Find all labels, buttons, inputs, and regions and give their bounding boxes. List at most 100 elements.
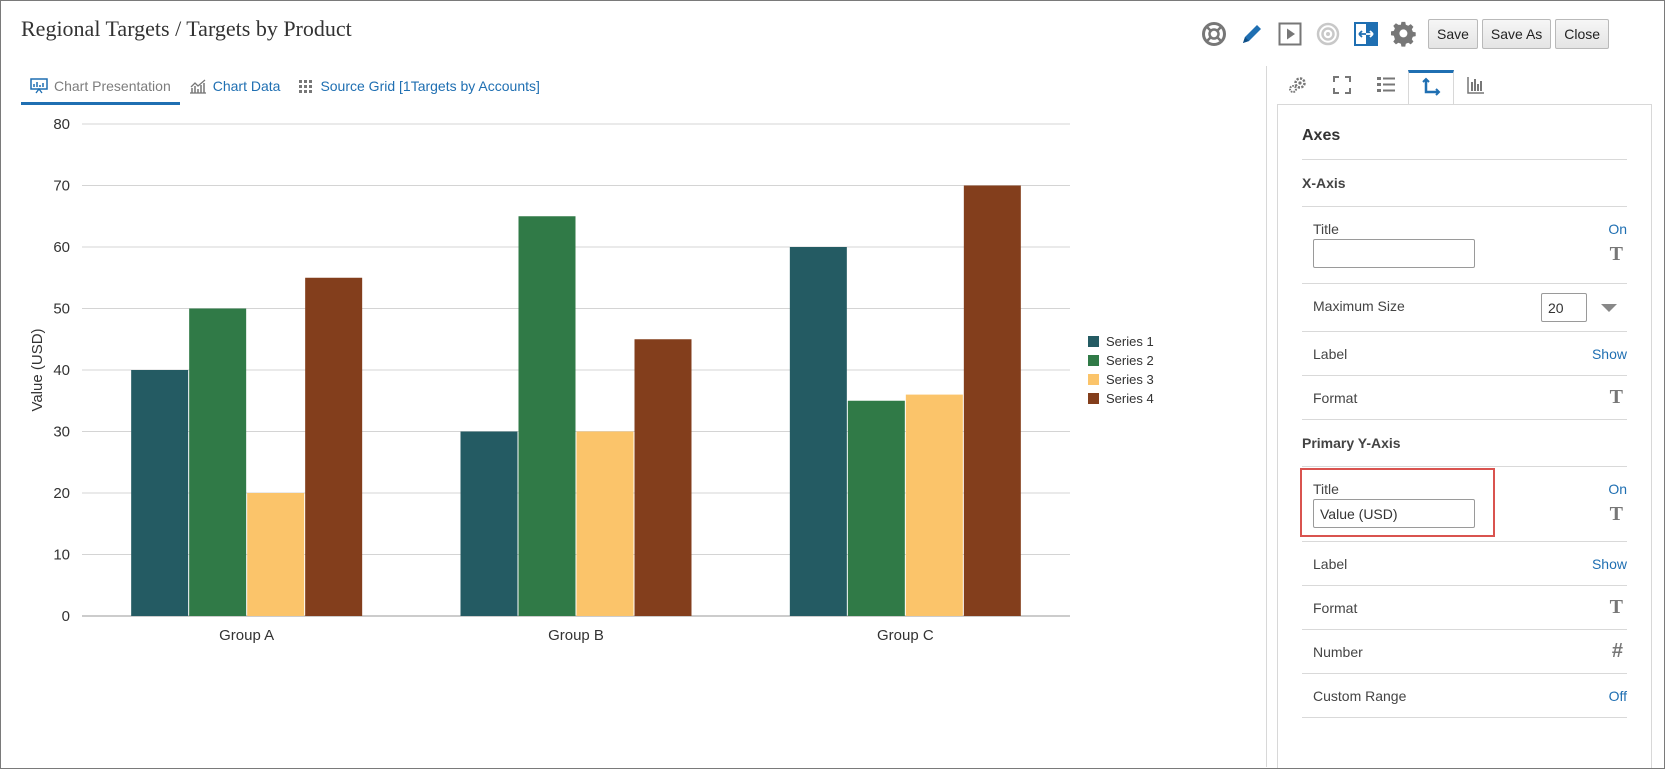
bar[interactable] bbox=[131, 370, 189, 616]
tab-list[interactable] bbox=[1364, 70, 1408, 104]
y-axis-title-label: Title bbox=[1313, 481, 1339, 497]
properties-tabs bbox=[1276, 70, 1498, 106]
gear-icon[interactable] bbox=[1386, 16, 1422, 52]
y-axis-label-label: Label bbox=[1313, 556, 1348, 572]
tab-bar-chart[interactable] bbox=[1454, 70, 1498, 104]
bar[interactable] bbox=[963, 185, 1021, 617]
bar[interactable] bbox=[634, 339, 692, 616]
properties-panel: Axes X-Axis Title On T Maximum Size Labe… bbox=[1277, 104, 1652, 768]
y-axis-number-label: Number bbox=[1313, 644, 1363, 660]
pencil-icon[interactable] bbox=[1234, 16, 1270, 52]
highlight-box bbox=[1300, 468, 1495, 537]
x-axis-title-row: Title On T bbox=[1302, 207, 1627, 284]
y-axis-title-toggle[interactable]: On bbox=[1608, 481, 1627, 497]
y-axis-title-text-format-icon[interactable]: T bbox=[1609, 503, 1623, 525]
y-tick-label: 30 bbox=[53, 424, 70, 441]
legend-label: Series 4 bbox=[1106, 391, 1154, 406]
x-axis-max-size-label: Maximum Size bbox=[1313, 298, 1405, 314]
x-axis-label-label: Label bbox=[1313, 346, 1348, 362]
play-icon[interactable] bbox=[1272, 16, 1308, 52]
x-axis-title-label: Title bbox=[1313, 221, 1339, 237]
save-as-button[interactable]: Save As bbox=[1481, 19, 1552, 49]
panel-divider bbox=[1266, 66, 1267, 767]
legend-swatch bbox=[1088, 374, 1099, 385]
tab-settings[interactable] bbox=[1276, 70, 1320, 104]
legend-label: Series 3 bbox=[1106, 372, 1154, 387]
fullscreen-icon bbox=[1333, 75, 1351, 99]
y-tick-label: 0 bbox=[62, 608, 70, 625]
grid-icon bbox=[298, 78, 314, 94]
tab-chart-data[interactable]: Chart Data bbox=[180, 70, 290, 102]
x-axis-max-size-row: Maximum Size bbox=[1302, 284, 1627, 332]
y-axis-format-row: Format T bbox=[1302, 586, 1627, 630]
y-axis-custom-range-toggle[interactable]: Off bbox=[1608, 688, 1627, 704]
y-tick-label: 70 bbox=[53, 178, 70, 195]
target-icon[interactable] bbox=[1310, 16, 1346, 52]
y-axis-number-row: Number # bbox=[1302, 630, 1627, 674]
save-button[interactable]: Save bbox=[1428, 19, 1478, 49]
x-axis-label-toggle[interactable]: Show bbox=[1591, 346, 1627, 362]
list-icon bbox=[1376, 76, 1396, 99]
y-axis-custom-range-label: Custom Range bbox=[1313, 688, 1407, 704]
bar[interactable] bbox=[905, 394, 963, 616]
tab-label: Chart Presentation bbox=[54, 78, 171, 94]
bar-chart: 0 10 20 30 40 50 60 70 80 Value (USD) Group A Group… bbox=[29, 116, 1154, 644]
y-axis-title: Value (USD) bbox=[29, 328, 46, 411]
y-tick-label: 20 bbox=[53, 485, 70, 502]
toolbar: Save Save As Close bbox=[1196, 16, 1610, 52]
tab-fullscreen[interactable] bbox=[1320, 70, 1364, 104]
hash-icon[interactable]: # bbox=[1611, 640, 1623, 662]
y-axis-title-row: Title On T bbox=[1300, 467, 1627, 542]
tab-label: Chart Data bbox=[212, 78, 281, 94]
y-tick-label: 10 bbox=[53, 547, 70, 564]
lifebuoy-icon[interactable] bbox=[1196, 16, 1232, 52]
x-tick-label: Group C bbox=[877, 627, 934, 644]
legend-label: Series 1 bbox=[1106, 334, 1154, 349]
bar[interactable] bbox=[247, 493, 305, 616]
x-axis-title-toggle[interactable]: On bbox=[1608, 221, 1627, 237]
x-axis-title-input[interactable] bbox=[1313, 239, 1475, 268]
tab-source-grid[interactable]: Source Grid [1Targets by Accounts] bbox=[289, 70, 548, 102]
settings-icon bbox=[1288, 76, 1308, 99]
bar[interactable] bbox=[305, 277, 363, 616]
y-axis-group-title: Primary Y-Axis bbox=[1302, 420, 1627, 467]
y-axis-format-text-icon[interactable]: T bbox=[1609, 596, 1623, 618]
chevron-down-icon[interactable] bbox=[1601, 304, 1617, 312]
legend-swatch bbox=[1088, 393, 1099, 404]
y-axis-label-toggle[interactable]: Show bbox=[1591, 556, 1627, 572]
close-button[interactable]: Close bbox=[1555, 19, 1610, 49]
legend-label: Series 2 bbox=[1106, 353, 1154, 368]
tab-label: Source Grid [1Targets by Accounts] bbox=[320, 78, 540, 94]
y-tick-label: 80 bbox=[53, 116, 70, 133]
x-axis-format-label: Format bbox=[1313, 390, 1358, 406]
view-tabs: Chart Presentation Chart Data Source Gri… bbox=[21, 70, 549, 105]
bar[interactable] bbox=[518, 216, 576, 616]
axes-icon bbox=[1421, 77, 1441, 102]
panel-section-title: Axes bbox=[1302, 105, 1627, 160]
tab-chart-presentation[interactable]: Chart Presentation bbox=[21, 70, 180, 105]
tab-axes[interactable] bbox=[1408, 70, 1454, 106]
y-axis-custom-range-row: Custom Range Off bbox=[1302, 674, 1627, 718]
x-axis-format-text-icon[interactable]: T bbox=[1609, 386, 1623, 408]
legend-swatch bbox=[1088, 355, 1099, 366]
x-tick-label: Group B bbox=[548, 627, 604, 644]
x-axis-format-row: Format T bbox=[1302, 376, 1627, 420]
y-axis-title-input[interactable] bbox=[1313, 499, 1475, 528]
y-axis-label-row: Label Show bbox=[1302, 542, 1627, 586]
x-tick-label: Group A bbox=[219, 627, 274, 644]
fit-width-icon[interactable] bbox=[1348, 16, 1384, 52]
line-chart-icon bbox=[189, 78, 207, 94]
y-tick-label: 40 bbox=[53, 362, 70, 379]
bar[interactable] bbox=[576, 431, 634, 617]
page-title: Regional Targets / Targets by Product bbox=[21, 16, 352, 41]
bar[interactable] bbox=[847, 400, 905, 616]
bar[interactable] bbox=[460, 431, 518, 617]
x-axis-group-title: X-Axis bbox=[1302, 160, 1627, 207]
bar[interactable] bbox=[789, 247, 847, 616]
y-tick-label: 50 bbox=[53, 301, 70, 318]
x-axis-title-text-format-icon[interactable]: T bbox=[1609, 243, 1623, 265]
bar-chart-icon bbox=[1467, 76, 1485, 99]
x-axis-max-size-input[interactable] bbox=[1541, 293, 1587, 322]
chart-presentation-icon bbox=[30, 78, 48, 94]
bar[interactable] bbox=[189, 308, 247, 617]
